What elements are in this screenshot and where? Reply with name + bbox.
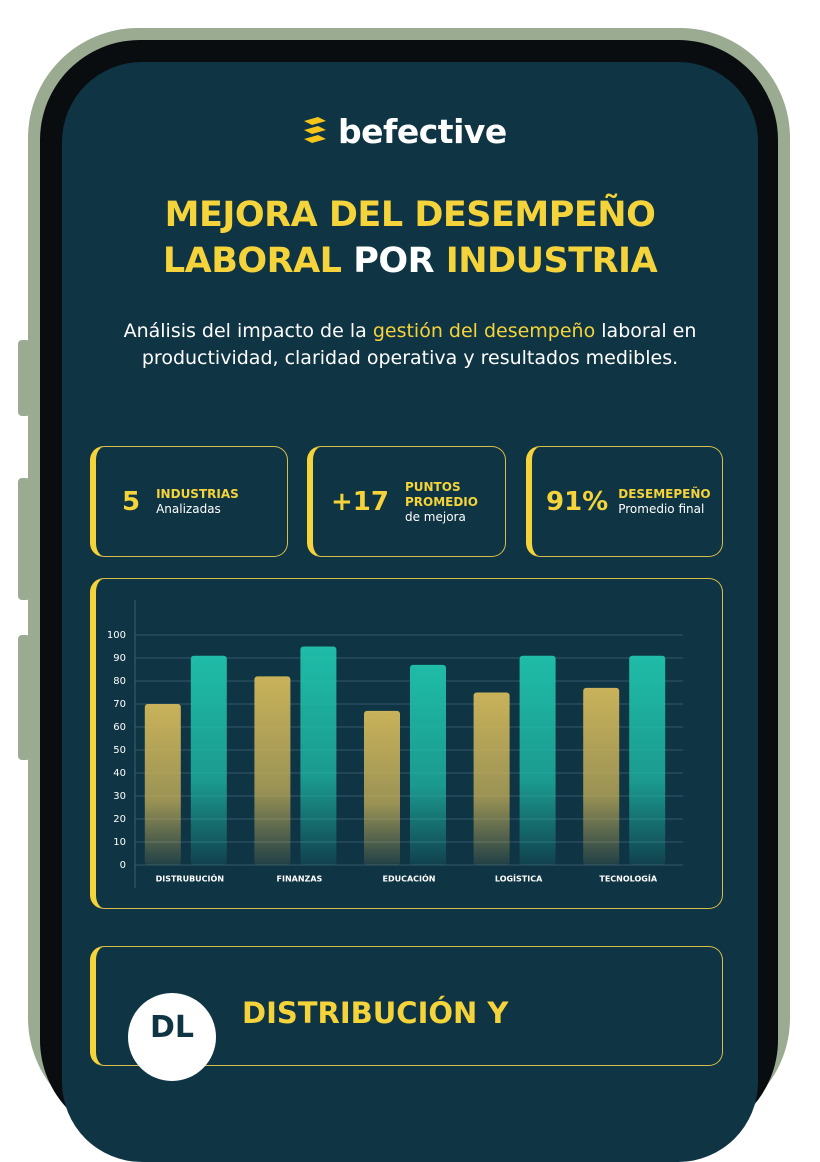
title-part: MEJORA DEL DESEMPEÑO xyxy=(164,195,656,235)
title-part: POR xyxy=(353,241,435,281)
x-tick-label: TECNOLOGÍA xyxy=(599,873,657,884)
subtitle-part: Análisis del impacto de la xyxy=(123,320,367,342)
bar xyxy=(583,687,620,865)
stat-label: DESEMEPEÑO xyxy=(618,487,711,501)
stat-sub: Promedio final xyxy=(618,502,705,516)
screen xyxy=(62,62,758,1162)
subtitle-highlight: gestión del desempeño xyxy=(372,320,596,342)
y-tick-label: 0 xyxy=(120,860,126,871)
stat-sub: de mejora xyxy=(404,509,466,524)
side-button xyxy=(18,635,30,760)
chart-card xyxy=(90,578,723,909)
y-tick-label: 40 xyxy=(113,768,126,779)
title: MEJORA DEL DESEMPEÑO LABORAL POR INDUSTR… xyxy=(62,192,758,284)
x-tick-label: LOGÍSTICA xyxy=(495,873,543,884)
logo: befective xyxy=(300,112,507,151)
side-button xyxy=(18,478,30,600)
stat-sub: Analizadas xyxy=(156,502,221,516)
x-tick-label: EDUCACIÓN xyxy=(382,873,435,884)
bar xyxy=(629,655,666,865)
y-tick-label: 70 xyxy=(113,699,126,710)
brand: befective xyxy=(338,112,507,151)
bar xyxy=(190,655,227,865)
section-icon: DL xyxy=(128,993,216,1081)
section-title: DISTRIBUCIÓN Y xyxy=(242,996,509,1030)
x-tick-label: DISTRUBUCIÓN xyxy=(156,873,224,884)
bar xyxy=(300,646,337,865)
title-part: LABORAL xyxy=(162,241,342,281)
logo-icon xyxy=(304,116,326,143)
bar xyxy=(410,664,446,865)
y-tick-label: 30 xyxy=(113,791,126,802)
page: befective MEJORA DEL DESEMPEÑO LABORAL P… xyxy=(18,28,790,1162)
bar xyxy=(519,655,556,865)
y-tick-label: 80 xyxy=(113,676,126,687)
bar xyxy=(364,710,400,865)
stat-label: PUNTOS PROMEDIO xyxy=(404,479,478,509)
y-tick-label: 50 xyxy=(113,745,126,756)
y-tick-label: 90 xyxy=(113,653,126,664)
title-part: INDUSTRIA xyxy=(445,241,658,281)
stat-value: 5 xyxy=(122,486,141,517)
y-tick-label: 10 xyxy=(113,837,126,848)
x-tick-label: FINANZAS xyxy=(277,875,323,884)
bar xyxy=(254,676,291,865)
stat-value: +17 xyxy=(331,486,389,517)
stat-value: 91% xyxy=(546,486,609,517)
subtitle-part: laboral en productividad, claridad opera… xyxy=(141,320,697,369)
y-tick-label: 20 xyxy=(113,814,126,825)
bar xyxy=(144,704,181,865)
stat-card: +17 PUNTOS PROMEDIO de mejora xyxy=(307,446,506,557)
stat-card: 91% DESEMEPEÑO Promedio final xyxy=(526,446,723,557)
stat-card: 5 INDUSTRIAS Analizadas xyxy=(90,446,288,557)
side-button xyxy=(18,340,30,416)
subtitle: Análisis del impacto de la gestión del d… xyxy=(120,318,700,372)
chart: 0 10 20 30 40 50 60 70 80 90 100 DISTRUBUCIÓN FINANZ… xyxy=(107,600,683,888)
bar xyxy=(473,692,510,865)
y-tick-label: 60 xyxy=(113,722,126,733)
stat-label: INDUSTRIAS xyxy=(156,487,239,501)
y-tick-label: 100 xyxy=(107,630,126,641)
